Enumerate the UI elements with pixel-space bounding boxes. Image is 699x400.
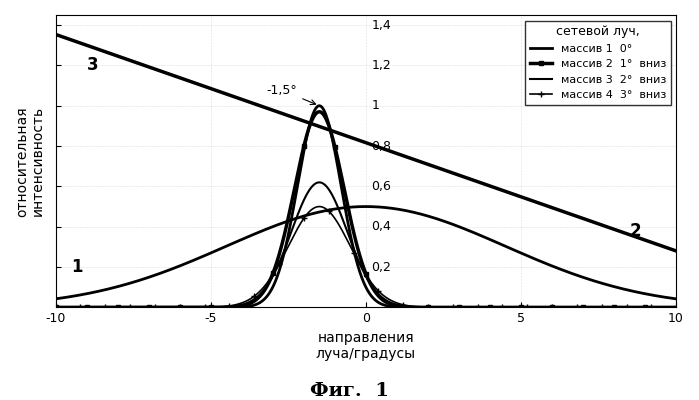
Text: 1,4: 1,4 (371, 18, 391, 32)
Text: -1,5°: -1,5° (266, 84, 315, 104)
Text: 0,2: 0,2 (371, 260, 391, 274)
Text: 3: 3 (87, 56, 99, 74)
Text: 1: 1 (371, 99, 380, 112)
Text: 0,4: 0,4 (371, 220, 391, 233)
Text: 0,6: 0,6 (371, 180, 391, 193)
X-axis label: направления
луча/градусы: направления луча/градусы (316, 331, 416, 361)
Text: 0,8: 0,8 (371, 140, 391, 152)
Y-axis label: относительная
интенсивность: относительная интенсивность (15, 106, 45, 216)
Text: Фиг.  1: Фиг. 1 (310, 382, 389, 400)
Text: 2: 2 (630, 222, 641, 240)
Text: 1,2: 1,2 (371, 59, 391, 72)
Text: 1: 1 (71, 258, 82, 276)
Legend: массив 1  0°, массив 2  1°  вниз, массив 3  2°  вниз, массив 4  3°  вниз: массив 1 0°, массив 2 1° вниз, массив 3 … (525, 20, 670, 105)
